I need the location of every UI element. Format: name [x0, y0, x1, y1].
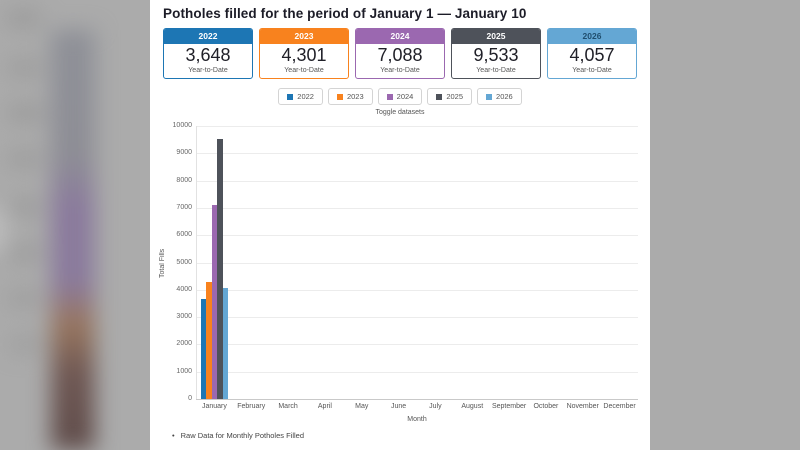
- legend-row: 2022 2023 2024 2025 2026: [150, 88, 650, 105]
- gridline-8000: [196, 180, 638, 182]
- y-tick-label: 3000: [176, 313, 192, 321]
- x-tick-label-february: February: [237, 403, 266, 410]
- gridline-5000: [196, 262, 638, 264]
- x-tick-label-september: September: [491, 403, 527, 410]
- x-tick-label-june: June: [390, 403, 407, 410]
- y-tick-label: 0: [188, 395, 192, 402]
- year-card-caption: Year-to-Date: [476, 67, 516, 74]
- x-tick-label-january: January: [201, 403, 227, 410]
- backdrop-shape: [51, 30, 95, 450]
- legend-toggle-2025[interactable]: 2025: [427, 88, 473, 105]
- year-card-2025: 2025 9,533 Year-to-Date: [451, 28, 541, 79]
- legend-swatch-icon: [386, 93, 393, 100]
- legend-caption: Toggle datasets: [375, 109, 425, 116]
- year-card-header: 2024: [356, 29, 444, 44]
- x-tick-label-november: November: [566, 403, 599, 410]
- legend-toggle-label: 2026: [496, 92, 513, 101]
- legend-toggle-label: 2022: [297, 92, 314, 101]
- legend-swatch-icon: [436, 93, 443, 100]
- bar-2025-january[interactable]: [217, 138, 223, 399]
- gridline-9000: [196, 153, 638, 155]
- cards-row: 2022 3,648 Year-to-Date 2023 4,301 Year-to-Da…: [163, 28, 637, 79]
- year-card-value: 4,057: [569, 45, 615, 65]
- y-tick-label: 2000: [176, 340, 192, 348]
- year-card-value: 4,301: [281, 45, 327, 65]
- x-tick-label-august: August: [461, 403, 484, 410]
- year-card-header: 2026: [548, 29, 636, 44]
- x-tick-label-october: October: [533, 403, 559, 410]
- bar-2026-january[interactable]: [222, 288, 229, 399]
- gridline-4000: [196, 289, 638, 291]
- year-card-header: 2022: [164, 29, 252, 44]
- footer: Raw Data for Monthly Potholes Filled: [172, 431, 650, 440]
- legend-toggle-2026[interactable]: 2026: [477, 88, 522, 105]
- x-axis-line: [196, 399, 638, 400]
- year-card-caption: Year-to-Date: [284, 67, 324, 74]
- gridline-7000: [196, 207, 638, 209]
- x-tick-label-july: July: [429, 403, 442, 410]
- legend-swatch-icon: [287, 93, 294, 100]
- y-tick-label: 1000: [176, 367, 192, 375]
- year-card-value: 3,648: [185, 45, 231, 65]
- backdrop-shape: [0, 207, 7, 253]
- gridline-2000: [196, 344, 638, 346]
- year-card-value: 7,088: [377, 45, 423, 65]
- backdrop-shape: [7, 245, 41, 261]
- legend-toggle-label: 2024: [396, 92, 414, 101]
- gridline-6000: [196, 235, 638, 237]
- year-card-2023: 2023 4,301 Year-to-Date: [259, 28, 349, 79]
- legend-toggle-2023[interactable]: 2023: [327, 88, 373, 105]
- legend-toggle-2024[interactable]: 2024: [377, 88, 423, 105]
- x-tick-label-may: May: [355, 403, 369, 410]
- y-tick-label: 10000: [172, 122, 192, 129]
- backdrop-shape: [5, 10, 41, 27]
- raw-data-link[interactable]: Raw Data for Monthly Potholes Filled: [172, 431, 304, 440]
- year-card-header: 2025: [452, 29, 540, 44]
- year-card-caption: Year-to-Date: [572, 67, 612, 74]
- year-card-2024: 2024 7,088 Year-to-Date: [355, 28, 445, 79]
- x-tick-label-march: March: [278, 403, 298, 410]
- dashboard-panel: Potholes filled for the period of Januar…: [150, 0, 650, 450]
- legend-toggle-label: 2025: [446, 92, 464, 101]
- year-card-caption: Year-to-Date: [380, 67, 420, 74]
- year-card-value: 9,533: [473, 45, 519, 65]
- backdrop-shape: [7, 60, 41, 76]
- legend-swatch-icon: [486, 93, 493, 100]
- backdrop-shape: [7, 291, 41, 306]
- backdrop-shape: [9, 199, 41, 215]
- gridline-3000: [196, 317, 638, 319]
- y-tick-label: 7000: [176, 203, 192, 211]
- backdrop-shape: [7, 105, 43, 121]
- year-card-caption: Year-to-Date: [188, 67, 228, 74]
- legend-toggle-label: 2023: [346, 92, 364, 101]
- bar-chart: 0 1000 2000 3000 4000 5000 6000 7000 8000 9000 100…: [150, 117, 650, 423]
- bar-2023-january[interactable]: [206, 281, 212, 399]
- y-tick-label: 6000: [176, 231, 192, 239]
- gridline-1000: [196, 371, 638, 373]
- y-tick-label: 9000: [176, 149, 192, 157]
- x-tick-label-december: December: [603, 403, 636, 410]
- year-card-2026: 2026 4,057 Year-to-Date: [547, 28, 637, 79]
- y-axis-line: [196, 126, 197, 399]
- legend-swatch-icon: [336, 93, 343, 100]
- backdrop-shape: [7, 151, 41, 167]
- bar-2024-january[interactable]: [211, 205, 218, 399]
- y-tick-label: 8000: [176, 176, 192, 184]
- x-tick-label-april: April: [317, 403, 332, 410]
- gridline-10000: [196, 126, 638, 127]
- page-title: Potholes filled for the period of Januar…: [163, 6, 527, 21]
- y-axis-title: Total Fills: [159, 247, 166, 278]
- legend-toggle-2022[interactable]: 2022: [278, 88, 323, 105]
- x-axis-title: Month: [407, 416, 427, 423]
- backdrop-shape: [9, 337, 41, 352]
- year-card-2022: 2022 3,648 Year-to-Date: [163, 28, 253, 79]
- year-card-header: 2023: [260, 29, 348, 44]
- y-tick-label: 4000: [176, 285, 192, 293]
- bar-2022-january[interactable]: [200, 299, 207, 399]
- y-tick-label: 5000: [176, 258, 192, 266]
